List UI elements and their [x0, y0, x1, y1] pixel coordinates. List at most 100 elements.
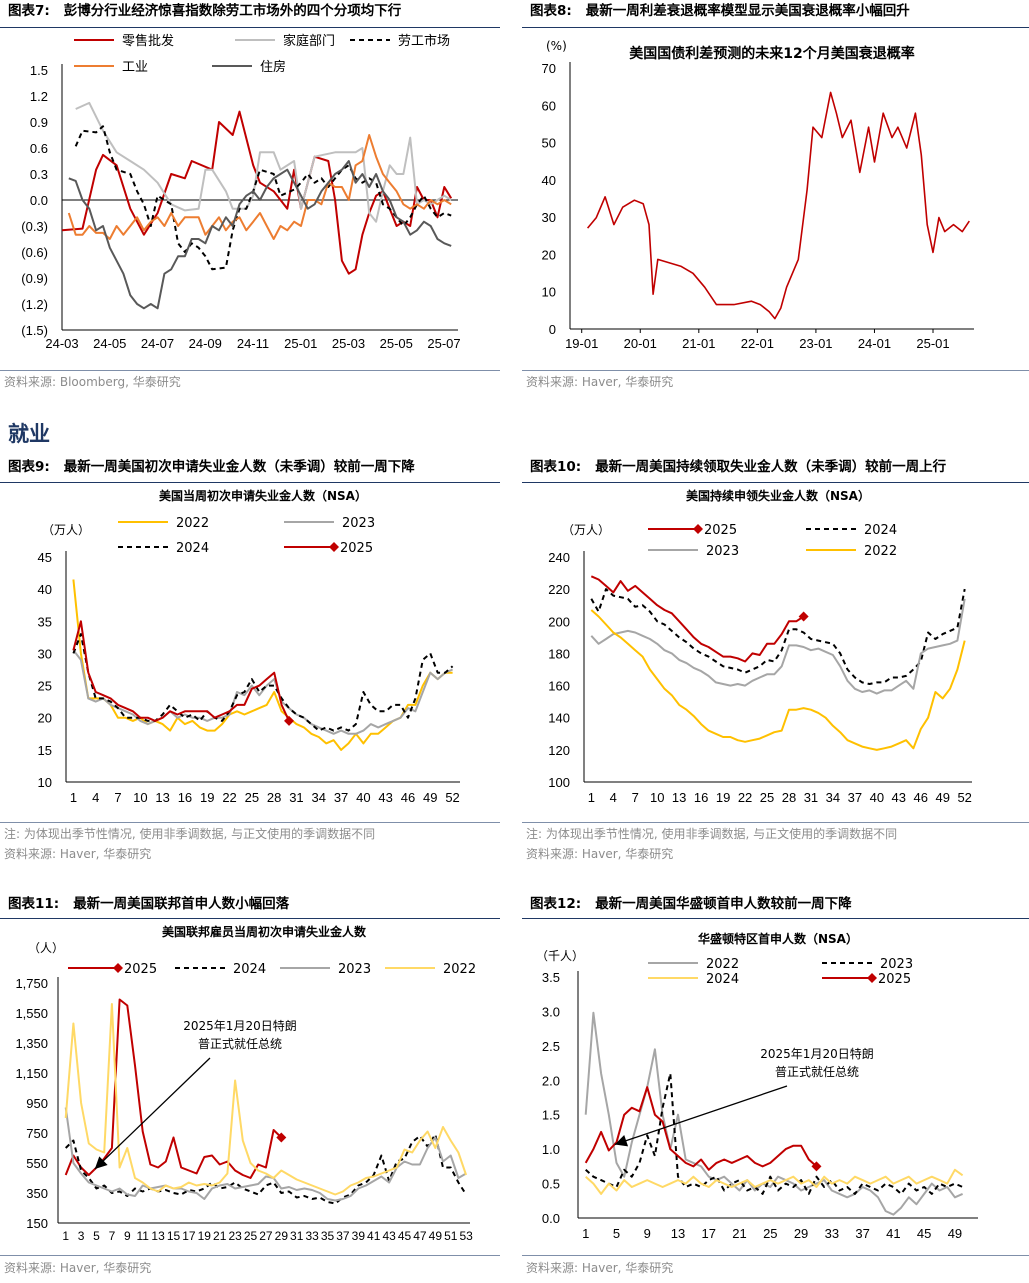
c7-series-line-0 [61, 110, 453, 275]
c11-y-tick-label: 950 [26, 1096, 48, 1111]
c12-x-tick-label: 41 [886, 1226, 900, 1241]
c11-x-tick-label: 39 [352, 1229, 366, 1243]
panel-chart-8: 图表8: 最新一周利差衰退概率模型显示美国衰退概率小幅回升 美国国债利差预测的未来… [522, 0, 1029, 395]
c7-x-tick-label: 25-01 [284, 336, 317, 351]
chart-9-source: 资料来源: Haver, 华泰研究 [4, 847, 152, 861]
c12-y-tick-label: 1.0 [542, 1142, 560, 1157]
c11-x-tick-label: 27 [259, 1229, 273, 1243]
c7-x-tick-label: 24-07 [141, 336, 174, 351]
c10-x-tick-label: 52 [957, 790, 971, 805]
c11-x-tick-label: 45 [398, 1229, 412, 1243]
c7-x-tick-label: 24-09 [189, 336, 222, 351]
c7-y-tick-label: (1.5) [21, 323, 48, 338]
chart-12-title: 图表12: 最新一周美国华盛顿首申人数较前一周下降 [530, 893, 1029, 915]
c9-y-tick-label: 20 [38, 711, 52, 726]
c12-y-tick-label: 0.0 [542, 1211, 560, 1226]
c11-series-end-marker-0 [276, 1132, 287, 1143]
c8-x-tick-label: 25-01 [916, 336, 949, 351]
c8-x-tick-label: 19-01 [565, 336, 598, 351]
c12-x-tick-label: 37 [855, 1226, 869, 1241]
c11-legend-label-2: 2023 [338, 962, 371, 977]
chart-8-source: 资料来源: Haver, 华泰研究 [526, 375, 674, 389]
c11-annotation-line2: 普正式就任总统 [198, 1037, 282, 1051]
chart-11-bottom-rule [0, 1255, 500, 1256]
c10-x-tick-label: 10 [650, 790, 664, 805]
c7-x-tick-label: 25-03 [332, 336, 365, 351]
c11-x-tick-label: 1 [62, 1229, 69, 1243]
chart-10-source: 资料来源: Haver, 华泰研究 [526, 847, 674, 861]
c12-series-line-3 [584, 1086, 818, 1171]
chart-9-title-text: 最新一周美国初次申请失业金人数（未季调）较前一周下降 [63, 459, 415, 475]
chart-12-number: 图表12: [530, 896, 582, 912]
chart-9-note: 注: 为体现出季节性情况, 使用非季调数据, 与正文使用的季调数据不同 [4, 827, 376, 841]
c7-y-tick-label: 0.9 [30, 115, 48, 130]
c9-x-tick-label: 46 [401, 790, 415, 805]
c11-y-unit: （人） [28, 941, 64, 955]
c9-y-tick-label: 45 [38, 550, 52, 565]
c8-y-tick-label: 60 [542, 98, 556, 113]
c11-x-tick-label: 37 [336, 1229, 350, 1243]
chart-7-bottom-rule [0, 370, 500, 371]
c12-x-tick-label: 29 [794, 1226, 808, 1241]
c12-annotation-line2: 普正式就任总统 [775, 1065, 859, 1079]
c9-x-tick-label: 49 [423, 790, 437, 805]
c7-x-tick-label: 24-03 [45, 336, 78, 351]
c10-x-tick-label: 46 [914, 790, 928, 805]
chart-10-svg: 美国持续申领失业金人数（NSA）（万人）24022020018016014012… [548, 488, 972, 805]
c9-legend-label-0: 2022 [176, 516, 209, 531]
c10-x-tick-label: 4 [610, 790, 617, 805]
c11-x-tick-label: 41 [367, 1229, 381, 1243]
c9-x-tick-label: 1 [70, 790, 77, 805]
c12-legend-label-2: 2024 [706, 972, 739, 987]
c10-series-end-marker-0 [798, 611, 809, 622]
c10-series-line-0 [590, 575, 805, 663]
chart-10-number: 图表10: [530, 459, 582, 475]
c12-x-tick-label: 21 [732, 1226, 746, 1241]
chart-11-title-text: 最新一周美国联邦首申人数小幅回落 [73, 896, 290, 912]
chart-10-bottom-rule [522, 822, 1029, 823]
chart-9-title: 图表9: 最新一周美国初次申请失业金人数（未季调）较前一周下降 [8, 456, 500, 478]
c9-x-tick-label: 7 [114, 790, 121, 805]
chart-12-source: 资料来源: Haver, 华泰研究 [526, 1261, 674, 1275]
c10-y-tick-label: 100 [548, 775, 570, 790]
c11-x-tick-label: 33 [305, 1229, 319, 1243]
c12-y-tick-label: 2.0 [542, 1073, 560, 1088]
c10-x-tick-label: 16 [694, 790, 708, 805]
chart-7-number: 图表7: [8, 3, 50, 19]
c11-plot-title: 美国联邦雇员当周初次申请失业金人数 [162, 924, 367, 939]
c11-y-tick-label: 1,150 [15, 1066, 48, 1081]
c10-legend-label-1: 2024 [864, 523, 897, 538]
c10-legend-label-2: 2023 [706, 544, 739, 559]
c7-legend-label-3: 工业 [122, 60, 148, 75]
c7-x-tick-label: 25-07 [427, 336, 460, 351]
c7-y-tick-label: 1.2 [30, 89, 48, 104]
c11-y-tick-label: 1,350 [15, 1036, 48, 1051]
c10-x-tick-label: 37 [848, 790, 862, 805]
c12-x-tick-label: 1 [582, 1226, 589, 1241]
c7-y-tick-label: (0.9) [21, 271, 48, 286]
c10-x-tick-label: 25 [760, 790, 774, 805]
chart-11-title: 图表11: 最新一周美国联邦首申人数小幅回落 [8, 893, 500, 915]
c10-x-tick-label: 31 [804, 790, 818, 805]
c12-legend-label-1: 2023 [880, 957, 913, 972]
c11-annotation-line1: 2025年1月20日特朗 [183, 1018, 296, 1033]
c9-y-unit: （万人） [42, 523, 90, 537]
c7-legend-label-4: 住房 [260, 59, 286, 75]
c10-x-tick-label: 43 [892, 790, 906, 805]
c11-y-tick-label: 1,550 [15, 1006, 48, 1021]
panel-chart-7: 图表7: 彭博分行业经济惊喜指数除劳工市场外的四个分项均下行 1.5 1.2 0.9 0… [0, 0, 500, 395]
c8-x-tick-label: 20-01 [624, 336, 657, 351]
chart-9-top-rule [0, 482, 500, 483]
c11-x-tick-label: 15 [167, 1229, 181, 1243]
chart-12-top-rule [522, 918, 1029, 919]
c11-annotation-arrowhead [94, 1156, 108, 1169]
c9-x-tick-label: 25 [245, 790, 259, 805]
c8-y-tick-label: 40 [542, 173, 556, 188]
c11-y-tick-label: 350 [26, 1186, 48, 1201]
c11-x-tick-label: 19 [198, 1229, 212, 1243]
c11-x-tick-label: 17 [182, 1229, 196, 1243]
chart-8-number: 图表8: [530, 3, 572, 19]
c11-x-tick-label: 23 [228, 1229, 242, 1243]
c7-y-tick-label: (0.6) [21, 245, 48, 260]
c7-legend-label-2: 劳工市场 [398, 33, 450, 49]
